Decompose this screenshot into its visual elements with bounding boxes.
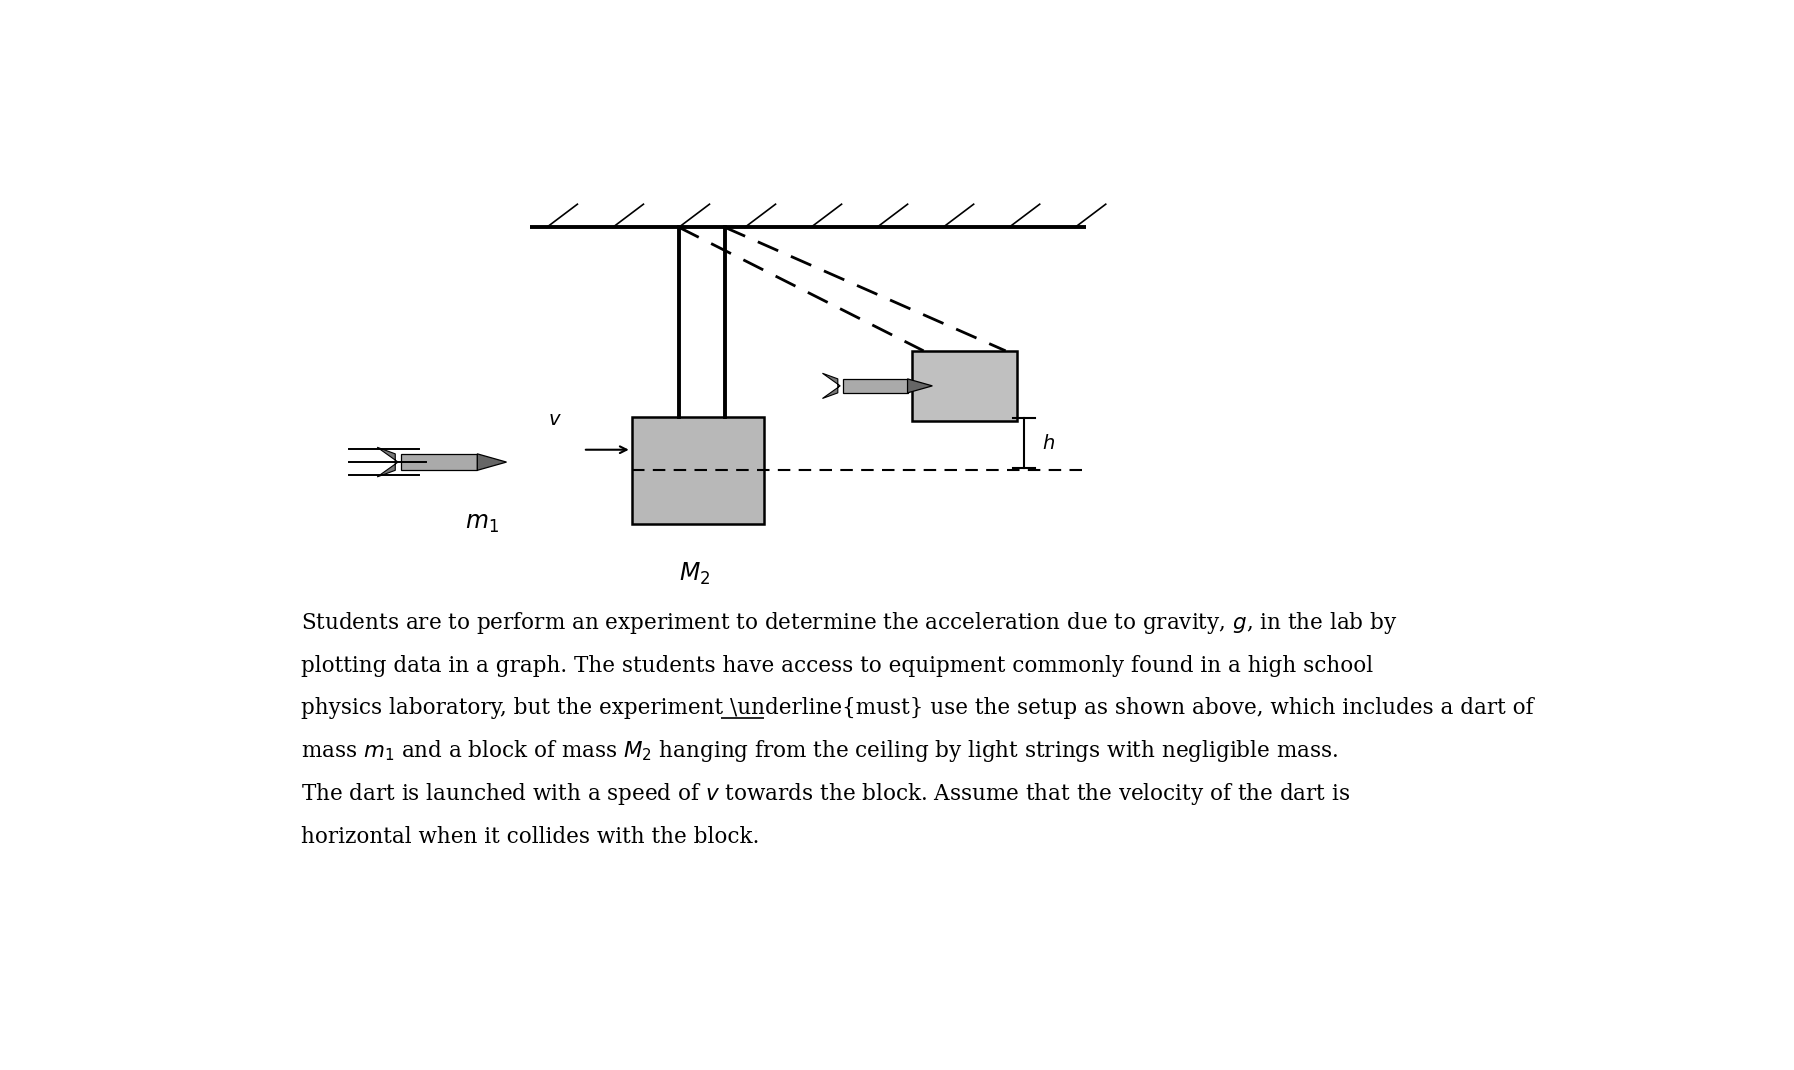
- Text: Students are to perform an experiment to determine the acceleration due to gravi: Students are to perform an experiment to…: [301, 610, 1398, 636]
- Bar: [631, 416, 764, 524]
- Polygon shape: [477, 454, 506, 471]
- Text: $m_1$: $m_1$: [465, 511, 499, 535]
- Bar: [400, 454, 477, 471]
- Text: physics laboratory, but the experiment \underline{must} use the setup as shown a: physics laboratory, but the experiment \…: [301, 698, 1534, 719]
- Polygon shape: [822, 373, 840, 398]
- Polygon shape: [908, 379, 933, 393]
- Text: $M_2$: $M_2$: [678, 561, 710, 587]
- Text: mass $m_1$ and a block of mass $M_2$ hanging from the ceiling by light strings w: mass $m_1$ and a block of mass $M_2$ han…: [301, 738, 1338, 764]
- Text: horizontal when it collides with the block.: horizontal when it collides with the blo…: [301, 826, 759, 847]
- Polygon shape: [377, 447, 398, 477]
- Text: plotting data in a graph. The students have access to equipment commonly found i: plotting data in a graph. The students h…: [301, 655, 1372, 676]
- Text: The dart is launched with a speed of $v$ towards the block. Assume that the velo: The dart is launched with a speed of $v$…: [301, 781, 1351, 807]
- Text: $h$: $h$: [1042, 433, 1055, 453]
- Text: $v$: $v$: [549, 411, 562, 429]
- Bar: [843, 379, 908, 393]
- Bar: [913, 351, 1017, 421]
